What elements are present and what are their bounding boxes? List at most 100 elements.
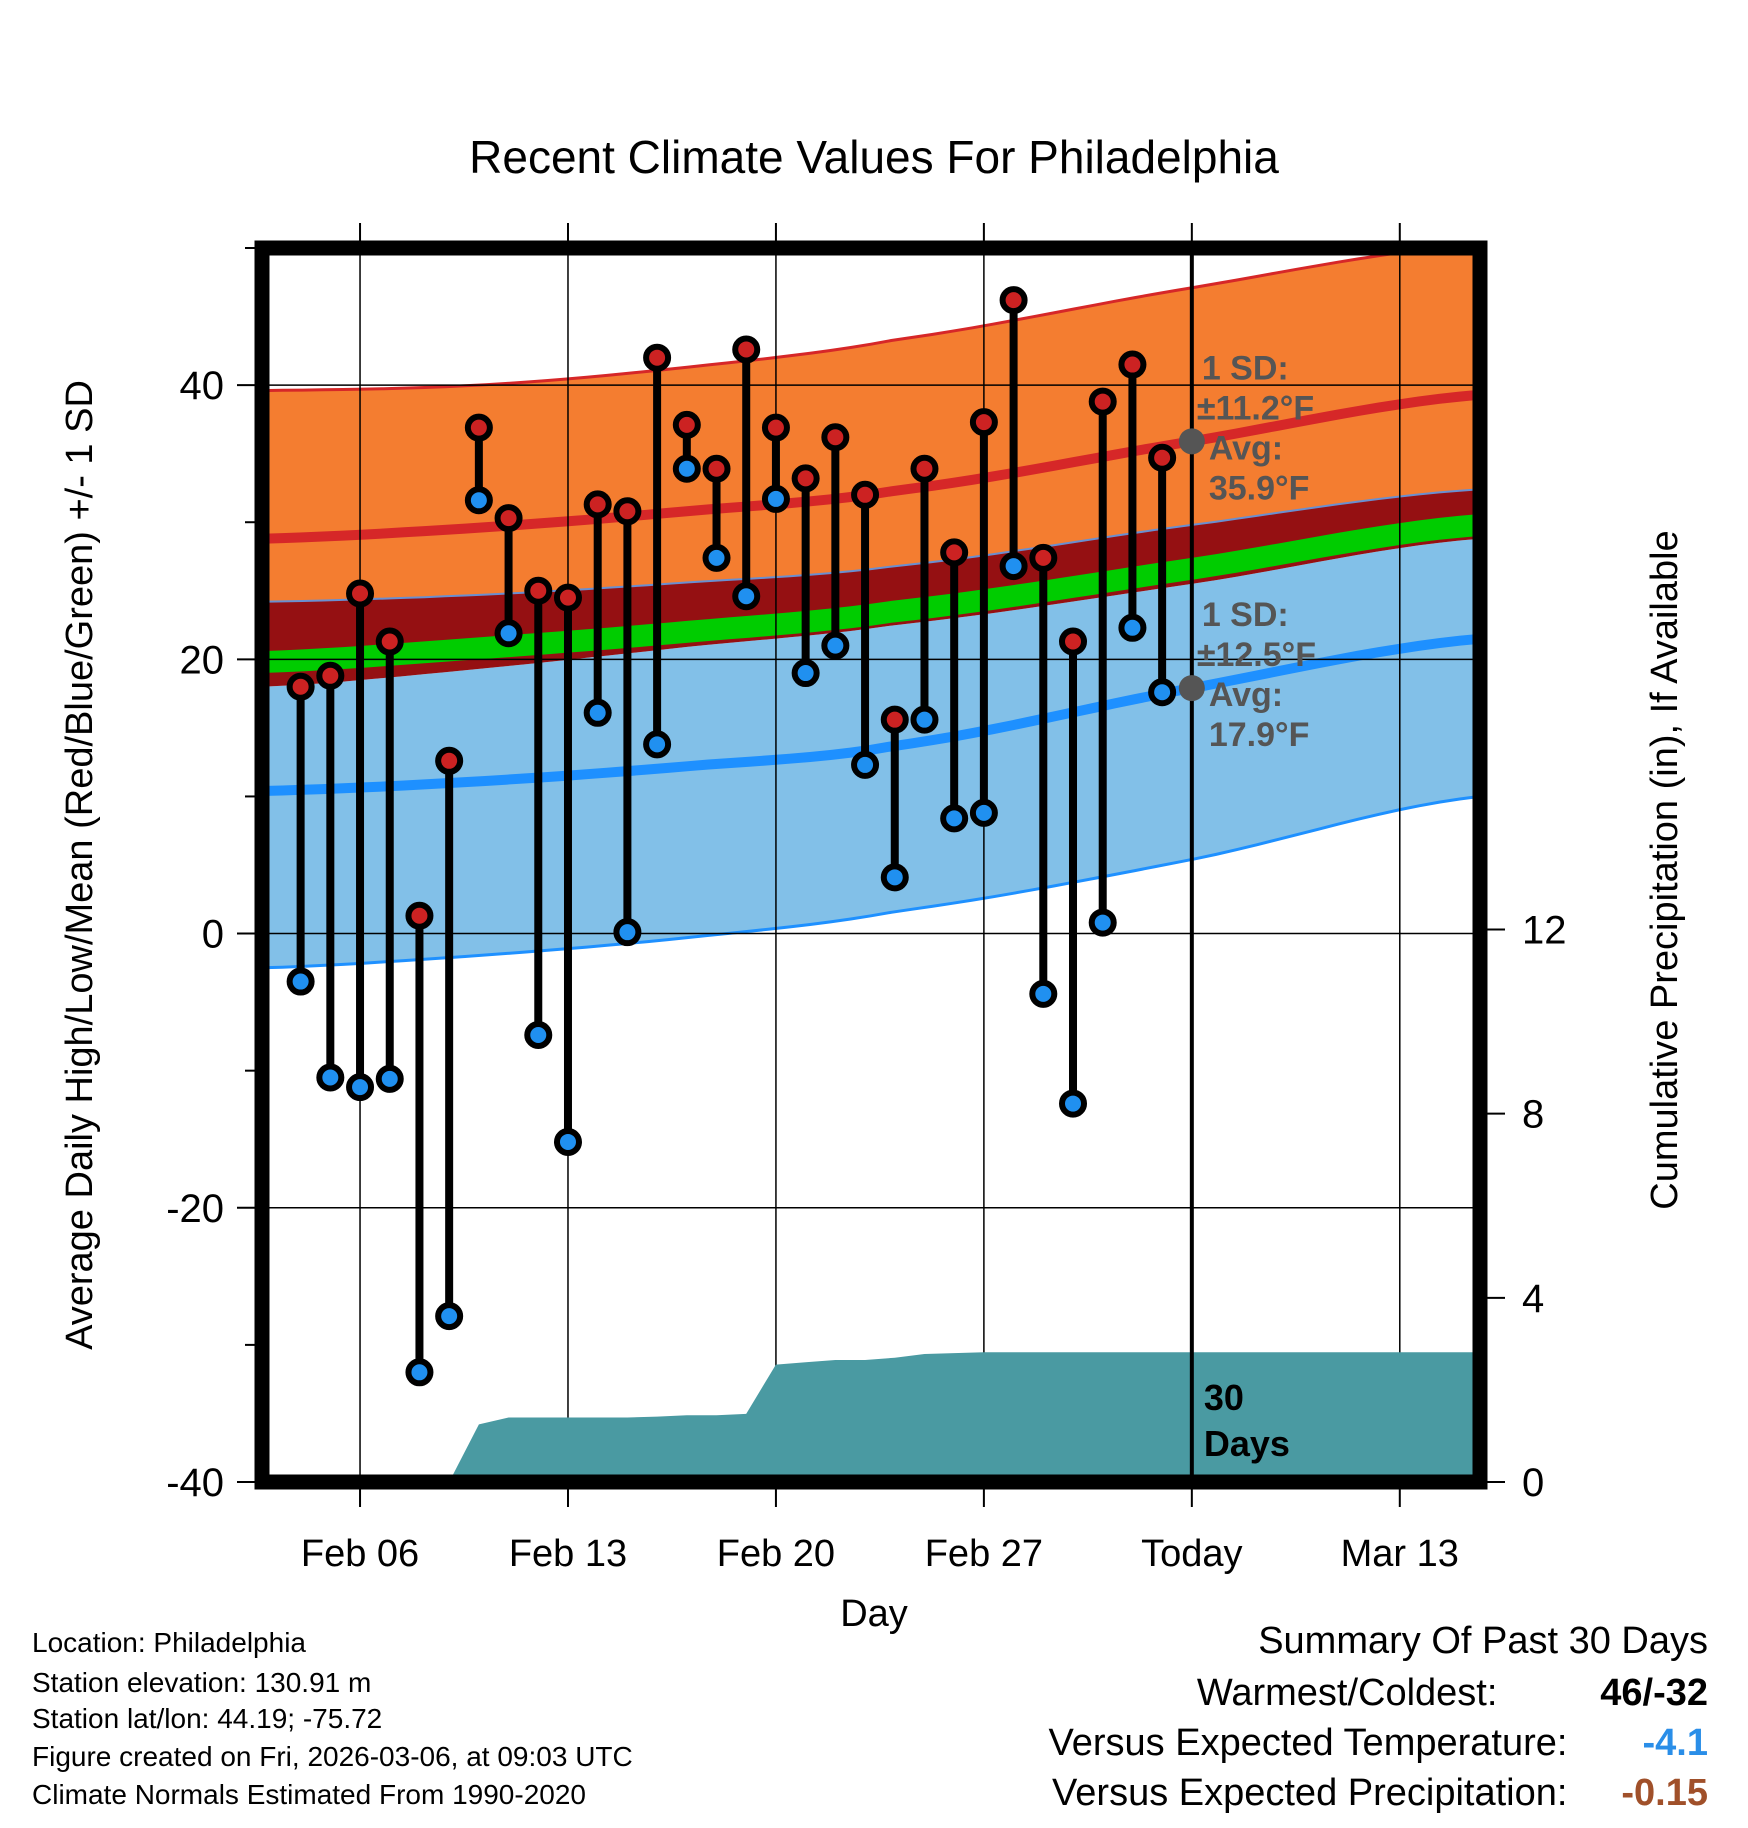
x-tick-label: Mar 13 <box>1341 1533 1459 1575</box>
daily-low-point <box>643 730 672 759</box>
daily-high-point <box>791 464 820 493</box>
period-label: Days <box>1204 1423 1290 1464</box>
daily-high-point <box>316 661 345 690</box>
daily-low-point <box>672 454 701 483</box>
low-mean-line <box>261 633 1481 796</box>
daily-low-point <box>880 863 909 892</box>
high-avg-value: 35.9°F <box>1209 469 1310 507</box>
info-elevation: Station elevation: 130.91 m <box>32 1667 372 1698</box>
precipitation-area <box>449 1352 1481 1482</box>
x-axis-label: Day <box>840 1593 908 1635</box>
daily-marks: 30 Days <box>286 248 1290 1482</box>
y2-tick-label: 0 <box>1522 1461 1544 1505</box>
daily-low-point <box>1118 613 1147 642</box>
today-high-avg-dot <box>1178 428 1205 455</box>
daily-high-point <box>940 538 969 567</box>
warm-cold-value: 46/-32 <box>1600 1672 1708 1714</box>
daily-low-point <box>821 631 850 660</box>
low-avg-label: Avg: <box>1209 676 1283 714</box>
low-sd-value: ±12.5°F <box>1197 636 1316 674</box>
daily-low-point <box>1148 678 1177 707</box>
summary-precip: Versus Expected Precipitation: -0.15 <box>1052 1772 1708 1815</box>
daily-low-point <box>851 750 880 779</box>
precip-label: Versus Expected Precipitation: <box>1052 1772 1568 1814</box>
daily-high-point <box>732 335 761 364</box>
daily-low-point <box>494 619 523 648</box>
daily-low-point <box>969 798 998 827</box>
chart-title: Recent Climate Values For Philadelphia <box>469 131 1279 183</box>
daily-low-point <box>761 484 790 513</box>
x-tick-label: Feb 27 <box>925 1533 1043 1575</box>
period-label: 30 <box>1204 1377 1244 1418</box>
daily-high-point <box>910 454 939 483</box>
y2-tick-label: 4 <box>1522 1277 1544 1321</box>
daily-high-point <box>643 343 672 372</box>
y-tick-label: -40 <box>166 1461 224 1505</box>
daily-high-point <box>880 705 909 734</box>
daily-low-point <box>999 552 1028 581</box>
daily-low-point <box>553 1127 582 1156</box>
temp-value: -4.1 <box>1642 1722 1708 1764</box>
daily-high-point <box>851 480 880 509</box>
daily-high-point <box>524 576 553 605</box>
daily-high-point <box>702 454 731 483</box>
y-tick-label: 40 <box>180 364 225 408</box>
high-avg-label: Avg: <box>1209 429 1283 467</box>
daily-low-point <box>1088 908 1117 937</box>
daily-low-point <box>910 705 939 734</box>
daily-low-point <box>524 1021 553 1050</box>
high-sd-band <box>262 243 1480 602</box>
daily-high-point <box>1059 627 1088 656</box>
daily-high-point <box>583 490 612 519</box>
summary-title: Summary Of Past 30 Days <box>1258 1620 1708 1662</box>
daily-high-point <box>375 627 404 656</box>
daily-low-point <box>1059 1089 1088 1118</box>
daily-low-point <box>1029 979 1058 1008</box>
daily-high-point <box>761 413 790 442</box>
daily-high-point <box>346 579 375 608</box>
info-created: Figure created on Fri, 2026-03-06, at 09… <box>32 1741 633 1772</box>
x-tick-label: Feb 06 <box>301 1533 419 1575</box>
daily-low-point <box>405 1358 434 1387</box>
daily-low-point <box>435 1302 464 1331</box>
daily-low-point <box>732 582 761 611</box>
daily-high-point <box>405 901 434 930</box>
daily-high-point <box>1118 350 1147 379</box>
daily-high-point <box>999 286 1028 315</box>
low-minus-sd-edge <box>261 794 1481 970</box>
summary-temp: Versus Expected Temperature: -4.1 <box>1049 1722 1708 1765</box>
daily-low-point <box>346 1073 375 1102</box>
summary-warm-cold: Warmest/Coldest: 46/-32 <box>1197 1672 1708 1715</box>
y2-tick-label: 8 <box>1522 1093 1544 1137</box>
today-low-avg-dot <box>1178 675 1205 702</box>
y2-axis-label: Cumulative Precipitation (in), If Availa… <box>1644 530 1686 1209</box>
daily-high-point <box>1088 387 1117 416</box>
y-tick-label: -20 <box>166 1187 224 1231</box>
info-location: Location: Philadelphia <box>32 1627 306 1658</box>
station-info: Location: Philadelphia Station elevation… <box>32 1625 633 1813</box>
daily-high-point <box>1029 543 1058 572</box>
daily-low-point <box>464 486 493 515</box>
daily-low-point <box>375 1064 404 1093</box>
x-tick-label: Today <box>1141 1533 1242 1575</box>
daily-high-point <box>613 497 642 526</box>
summary-panel: Summary Of Past 30 Days Warmest/Coldest:… <box>848 1620 1748 1820</box>
daily-low-point <box>286 967 315 996</box>
info-latlon: Station lat/lon: 44.19; -75.72 <box>32 1703 383 1734</box>
x-tick-label: Feb 13 <box>509 1533 627 1575</box>
temp-label: Versus Expected Temperature: <box>1048 1722 1568 1764</box>
y-tick-label: 20 <box>180 638 225 682</box>
daily-high-point <box>821 423 850 452</box>
high-sd-label: 1 SD: <box>1202 349 1289 387</box>
x-tick-label: Feb 20 <box>717 1533 835 1575</box>
info-normals: Climate Normals Estimated From 1990-2020 <box>32 1779 586 1810</box>
daily-low-point <box>316 1063 345 1092</box>
axes: -40 -20 0 20 40 0 4 8 12 Feb 06 Feb 13 Feb 20 Feb 27… <box>166 223 1567 1575</box>
low-sd-label: 1 SD: <box>1202 596 1289 634</box>
daily-high-point <box>286 672 315 701</box>
daily-high-point <box>494 504 523 533</box>
daily-high-point <box>1148 443 1177 472</box>
precip-cumulative-area <box>449 1352 1481 1482</box>
